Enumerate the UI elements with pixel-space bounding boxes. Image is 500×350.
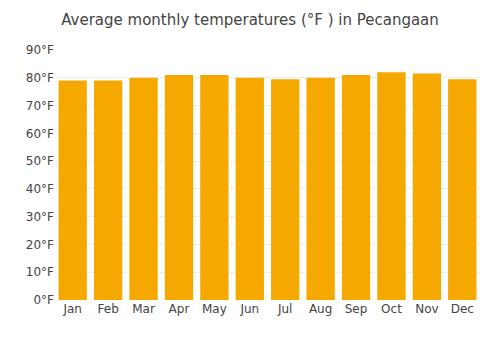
- svg-text:0°F: 0°F: [33, 293, 54, 307]
- svg-text:40°F: 40°F: [26, 182, 54, 196]
- svg-text:10°F: 10°F: [26, 265, 54, 279]
- svg-text:Average monthly temperatures (: Average monthly temperatures (°F ) in Pe…: [61, 11, 439, 29]
- svg-text:Nov: Nov: [415, 302, 438, 316]
- svg-text:Feb: Feb: [98, 302, 119, 316]
- svg-text:60°F: 60°F: [26, 127, 54, 141]
- svg-text:Mar: Mar: [132, 302, 155, 316]
- svg-text:Dec: Dec: [451, 302, 474, 316]
- svg-text:Jun: Jun: [239, 302, 259, 316]
- svg-text:Sep: Sep: [345, 302, 368, 316]
- svg-text:Jan: Jan: [62, 302, 82, 316]
- svg-text:Apr: Apr: [169, 302, 190, 316]
- svg-text:Oct: Oct: [381, 302, 402, 316]
- svg-text:70°F: 70°F: [26, 99, 54, 113]
- svg-text:50°F: 50°F: [26, 154, 54, 168]
- svg-text:Jul: Jul: [277, 302, 292, 316]
- svg-text:20°F: 20°F: [26, 238, 54, 252]
- svg-text:90°F: 90°F: [26, 43, 54, 57]
- svg-text:30°F: 30°F: [26, 210, 54, 224]
- svg-text:May: May: [202, 302, 227, 316]
- svg-text:Aug: Aug: [309, 302, 332, 316]
- svg-text:80°F: 80°F: [26, 71, 54, 85]
